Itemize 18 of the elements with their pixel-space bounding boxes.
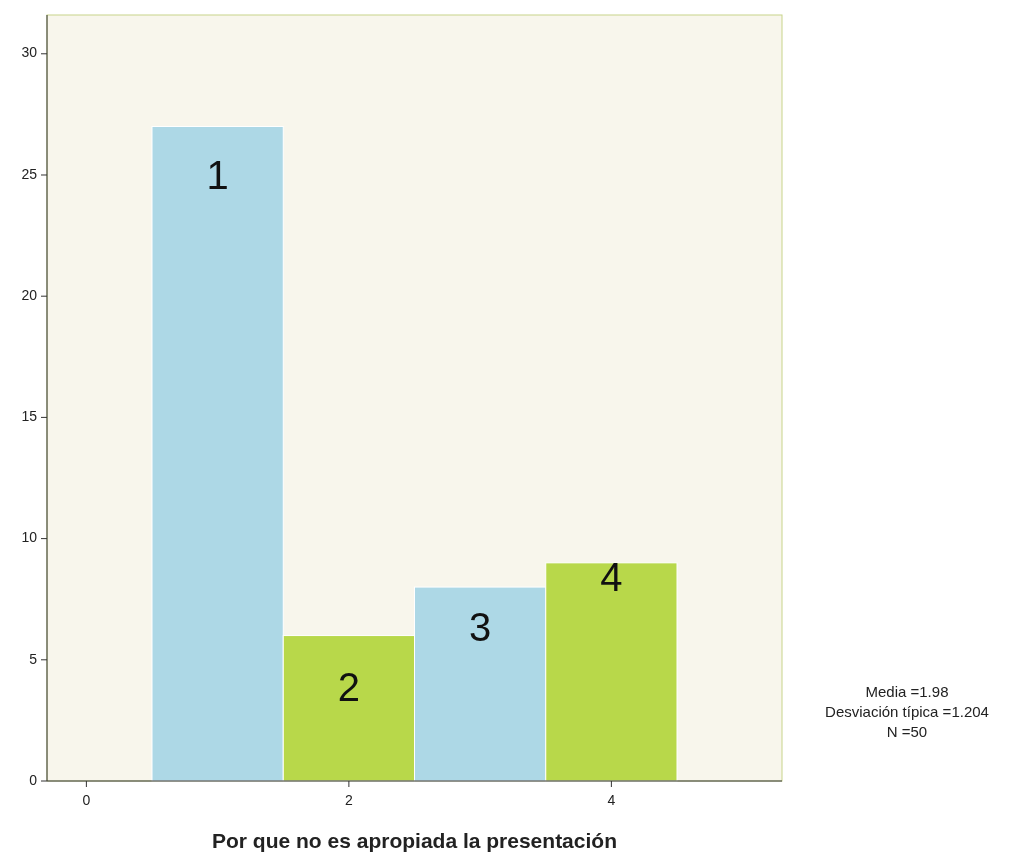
y-tick-label: 0 <box>29 771 38 788</box>
x-axis-title: Por que no es apropiada la presentación <box>212 829 617 852</box>
x-tick-label: 0 <box>82 791 91 808</box>
annotation: 3 <box>469 604 492 649</box>
text: Media =1.98 <box>865 683 949 700</box>
annotation: 4 <box>600 555 623 600</box>
x-tick-label: 4 <box>607 791 616 808</box>
y-tick-label: 10 <box>21 529 38 546</box>
y-tick-label: 30 <box>21 44 38 61</box>
text: N =50 <box>886 723 928 740</box>
annotation: 1 <box>206 153 229 198</box>
y-tick-label: 25 <box>21 165 38 182</box>
annotation: 2 <box>337 665 360 710</box>
y-tick-label: 15 <box>21 408 38 425</box>
text: Desviación típica =1.204 <box>825 703 989 720</box>
y-tick-label: 5 <box>29 650 38 667</box>
x-tick-label: 2 <box>344 791 353 808</box>
y-tick-label: 20 <box>21 286 38 303</box>
